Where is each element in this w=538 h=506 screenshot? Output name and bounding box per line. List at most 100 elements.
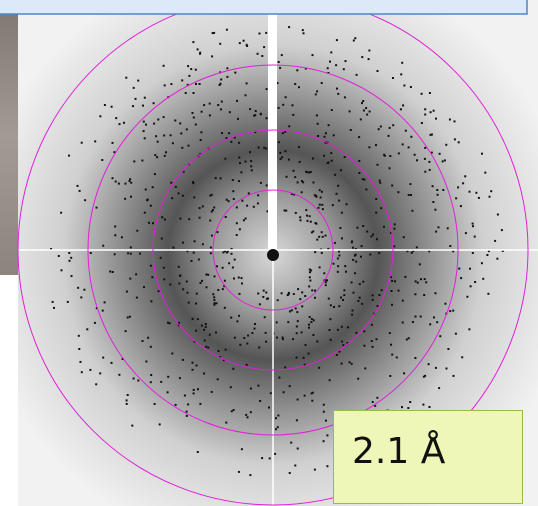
- spot: [360, 118, 362, 120]
- spot: [297, 448, 299, 450]
- spot: [150, 300, 152, 302]
- spot: [265, 148, 267, 150]
- spot: [337, 258, 339, 260]
- spot: [438, 226, 440, 228]
- spot: [178, 266, 180, 268]
- spot: [376, 238, 378, 240]
- spot: [415, 280, 417, 282]
- spot: [482, 278, 484, 280]
- spot: [160, 257, 162, 259]
- spot: [159, 423, 161, 425]
- spot: [157, 141, 159, 143]
- spot: [152, 186, 154, 188]
- spot: [429, 169, 431, 171]
- spot: [234, 259, 236, 261]
- spot: [309, 280, 311, 282]
- spot: [143, 121, 145, 123]
- spot: [403, 236, 405, 238]
- spot: [192, 369, 194, 371]
- spot: [259, 400, 261, 402]
- spot: [154, 173, 156, 175]
- spot: [201, 280, 203, 282]
- spot: [129, 180, 131, 182]
- spot: [372, 346, 374, 348]
- spot: [204, 340, 206, 342]
- spot: [378, 128, 380, 130]
- spot: [254, 323, 256, 325]
- spot: [225, 216, 227, 218]
- spot: [361, 303, 363, 305]
- spot: [182, 288, 184, 290]
- spot: [337, 329, 339, 331]
- spot: [289, 472, 291, 474]
- spot: [232, 179, 234, 181]
- spot: [277, 299, 279, 301]
- spot: [261, 55, 263, 57]
- spot: [179, 218, 181, 220]
- spot: [330, 339, 332, 341]
- spot: [101, 159, 103, 161]
- spot: [277, 415, 279, 417]
- spot: [432, 185, 434, 187]
- spot: [347, 326, 349, 328]
- spot: [188, 145, 190, 147]
- spot: [131, 425, 133, 427]
- spot: [352, 259, 354, 261]
- spot: [188, 75, 190, 77]
- spot: [314, 297, 316, 299]
- spot: [320, 197, 322, 199]
- spot: [301, 191, 303, 193]
- spot: [112, 177, 114, 179]
- spot: [195, 303, 197, 305]
- spot: [167, 322, 169, 324]
- spot: [342, 344, 344, 346]
- spot: [336, 354, 338, 356]
- spot: [402, 143, 404, 145]
- spot: [287, 321, 289, 323]
- spot: [337, 265, 339, 267]
- spot: [424, 278, 426, 280]
- spot: [165, 151, 167, 153]
- spot: [188, 302, 190, 304]
- spot: [230, 317, 232, 319]
- spot: [248, 192, 250, 194]
- spot: [343, 68, 345, 70]
- spot: [111, 106, 113, 108]
- spot: [184, 395, 186, 397]
- spot: [352, 310, 354, 312]
- spot: [263, 46, 265, 48]
- spot: [144, 212, 146, 214]
- spot: [89, 369, 91, 371]
- spot: [296, 357, 298, 359]
- spot: [233, 409, 235, 411]
- spot: [419, 263, 421, 265]
- spot: [99, 115, 101, 117]
- spot: [236, 100, 238, 102]
- spot: [411, 210, 413, 212]
- spot: [359, 297, 361, 299]
- spot: [230, 141, 232, 143]
- spot: [203, 104, 205, 106]
- spot: [294, 465, 296, 467]
- spot: [391, 354, 393, 356]
- spot: [472, 223, 474, 225]
- spot: [71, 275, 73, 277]
- spot: [257, 293, 259, 295]
- spot: [125, 330, 127, 332]
- beam-center: [267, 249, 279, 261]
- spot: [136, 230, 138, 232]
- spot: [354, 37, 356, 39]
- spot: [417, 282, 419, 284]
- spot: [239, 42, 241, 44]
- spot: [307, 220, 309, 222]
- spot: [438, 387, 440, 389]
- spot: [213, 296, 215, 298]
- spot: [301, 305, 303, 307]
- spot: [295, 307, 297, 309]
- spot: [86, 328, 88, 330]
- spot: [276, 321, 278, 323]
- spot: [371, 340, 373, 342]
- spot: [221, 132, 223, 134]
- spot: [265, 32, 267, 34]
- spot: [282, 337, 284, 339]
